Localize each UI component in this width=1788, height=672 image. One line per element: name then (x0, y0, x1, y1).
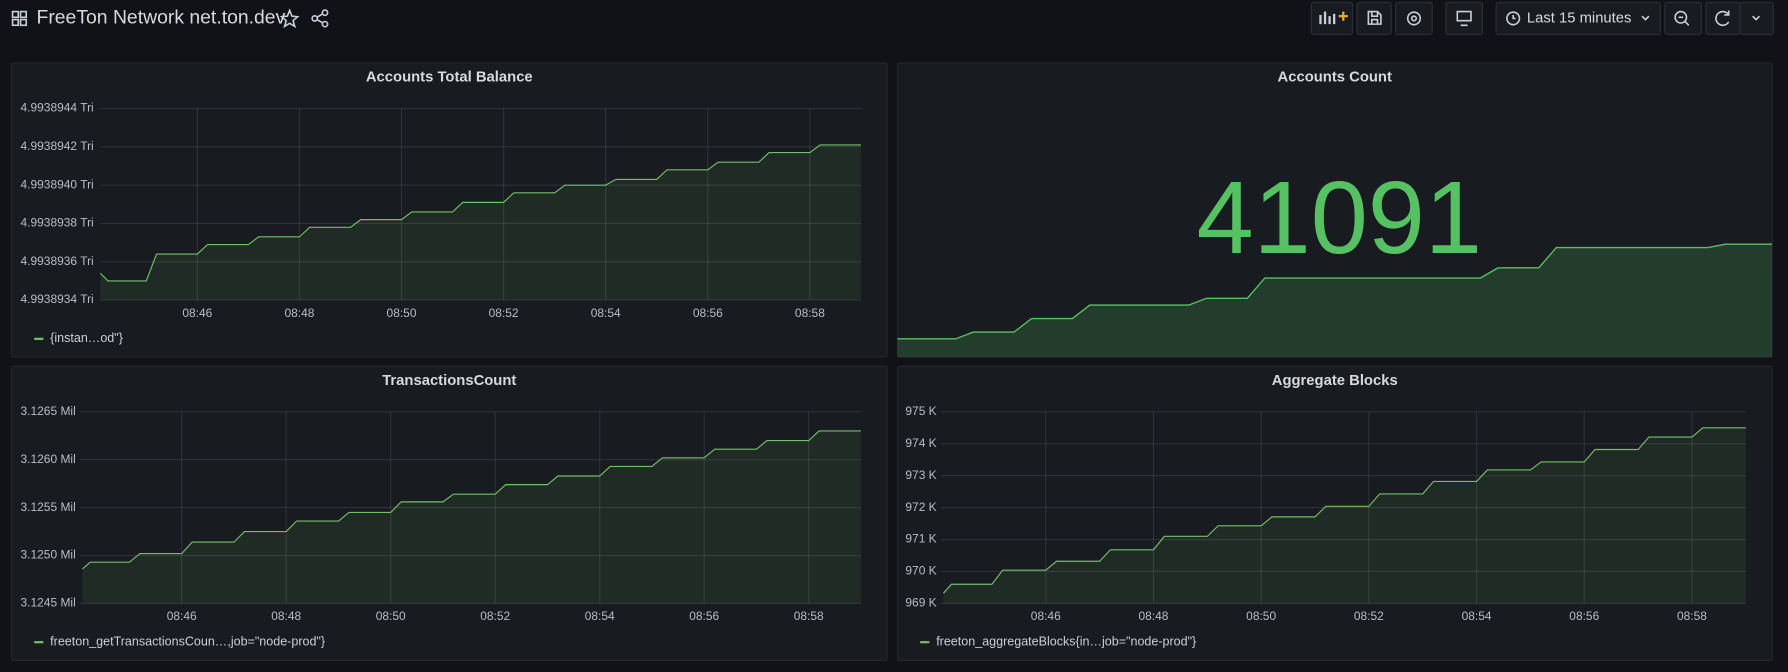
chevron-icon (1752, 15, 1761, 21)
x-tick-label: 08:56 (693, 306, 723, 320)
legend-label[interactable]: {instan…od"} (50, 331, 123, 345)
refresh-icon (1715, 10, 1730, 27)
series-area (100, 144, 861, 301)
share-button[interactable] (311, 9, 329, 28)
x-tick-label: 08:52 (489, 306, 519, 320)
y-tick-label: 3.1250 Mil (21, 548, 76, 562)
x-tick-label: 08:50 (1246, 609, 1276, 623)
series-line (943, 427, 1746, 594)
panel (896, 365, 1773, 661)
series-line (82, 430, 861, 570)
tv-icon (1456, 10, 1472, 27)
x-tick-label: 08:50 (387, 306, 417, 320)
series-area (82, 430, 861, 604)
zoom-out-button[interactable] (1664, 1, 1702, 35)
sparkline-area (897, 244, 1773, 358)
time-picker[interactable] (1495, 1, 1661, 35)
x-tick-label: 08:54 (585, 609, 615, 623)
y-tick-label: 3.1255 Mil (21, 500, 76, 514)
panel-title[interactable]: TransactionsCount (382, 373, 516, 389)
x-tick-label: 08:52 (480, 609, 510, 623)
y-tick-label: 3.1245 Mil (21, 596, 76, 610)
zoom-icon (1674, 10, 1690, 26)
legend-label[interactable]: freeton_getTransactionsCoun…,job="node-p… (50, 634, 325, 648)
x-tick-label: 08:58 (1677, 609, 1707, 623)
panel-title[interactable]: Aggregate Blocks (1272, 373, 1398, 389)
series-line (99, 144, 861, 282)
x-tick-label: 08:54 (1462, 609, 1492, 623)
panel (10, 62, 888, 358)
y-tick-label: 4.9938936 Tri (21, 254, 94, 268)
chevron-icon (1641, 15, 1650, 21)
clock-icon (1506, 11, 1521, 26)
stat-value: 41091 (1197, 160, 1482, 275)
legend-label[interactable]: freeton_aggregateBlocks{in…job="node-pro… (936, 634, 1196, 648)
panel (10, 365, 888, 661)
y-tick-label: 4.9938940 Tri (21, 177, 94, 191)
tv-mode-button[interactable] (1445, 1, 1483, 35)
x-tick-label: 08:48 (1138, 609, 1168, 623)
sparkline (897, 243, 1773, 340)
x-tick-label: 08:58 (795, 306, 825, 320)
star-button[interactable] (279, 8, 300, 29)
x-tick-label: 08:48 (284, 306, 314, 320)
y-tick-label: 970 K (905, 564, 936, 578)
time-range[interactable]: Last 15 minutes (1527, 10, 1632, 26)
refresh-button[interactable] (1705, 1, 1741, 35)
panels: Accounts Total Balance 4.9938934 Tri 4.993… (10, 62, 1773, 661)
x-tick-label: 08:58 (794, 609, 824, 623)
y-tick-label: 4.9938942 Tri (21, 139, 94, 153)
series-area (943, 427, 1746, 604)
x-tick-label: 08:56 (1569, 609, 1599, 623)
y-tick-label: 4.9938944 Tri (21, 101, 94, 115)
x-tick-label: 08:46 (167, 609, 197, 623)
x-tick-label: 08:54 (591, 306, 621, 320)
y-tick-label: 3.1265 Mil (21, 404, 76, 418)
y-tick-label: 971 K (905, 532, 936, 546)
y-tick-label: 975 K (905, 404, 936, 418)
x-tick-label: 08:48 (271, 609, 301, 623)
add-panel-button[interactable] (1310, 1, 1353, 35)
panel-title[interactable]: Accounts Count (1278, 70, 1392, 86)
x-tick-label: 08:46 (1031, 609, 1061, 623)
settings-button[interactable] (1395, 1, 1433, 35)
y-tick-label: 974 K (905, 436, 936, 450)
add-panel-icon (1319, 11, 1348, 25)
panel (896, 62, 1773, 358)
dashboard-title[interactable]: FreeTon Network net.ton.dev (36, 7, 285, 29)
y-tick-label: 4.9938938 Tri (21, 216, 94, 230)
x-tick-label: 08:46 (182, 306, 212, 320)
y-tick-label: 4.9938934 Tri (21, 292, 94, 306)
settings-icon (1406, 11, 1422, 26)
save-icon (1367, 10, 1382, 25)
y-tick-label: 3.1260 Mil (21, 452, 76, 466)
x-tick-label: 08:56 (689, 609, 719, 623)
dashboard-icon[interactable] (11, 10, 28, 27)
y-tick-label: 972 K (905, 500, 936, 514)
y-tick-label: 973 K (905, 468, 936, 482)
y-tick-label: 969 K (905, 596, 936, 610)
save-button[interactable] (1356, 1, 1392, 35)
x-tick-label: 08:52 (1354, 609, 1384, 623)
x-tick-label: 08:50 (376, 609, 406, 623)
panel-title[interactable]: Accounts Total Balance (366, 70, 533, 86)
